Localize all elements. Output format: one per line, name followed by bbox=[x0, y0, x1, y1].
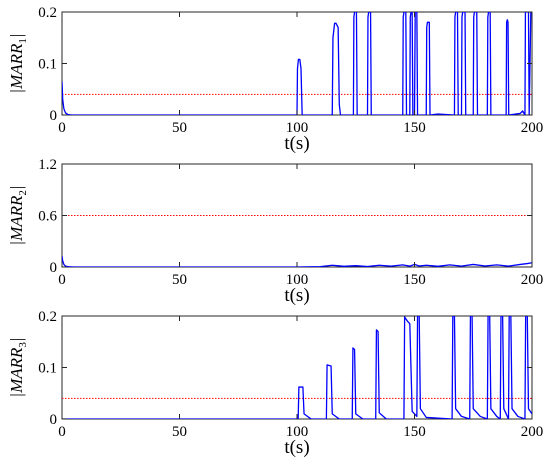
chart-1-xtick-label: 50 bbox=[172, 120, 187, 136]
chart-1-ytick-label: 0 bbox=[50, 108, 58, 124]
chart-3-ytick-label: 0 bbox=[50, 412, 58, 428]
chart-2-ylabel-close: | bbox=[7, 185, 26, 190]
chart-2-ytick-label: 0.6 bbox=[38, 209, 57, 225]
chart-3-xlabel: t(s) bbox=[284, 437, 309, 458]
chart-2-xlabel: t(s) bbox=[284, 285, 309, 306]
chart-2-series-1-line bbox=[62, 255, 532, 267]
chart-1-xlabel: t(s) bbox=[284, 133, 309, 154]
chart-2-xtick-label: 150 bbox=[403, 272, 426, 288]
chart-3-xtick-label: 200 bbox=[521, 424, 544, 440]
chart-2-xtick-label: 100 bbox=[286, 272, 309, 288]
chart-1-series-1-line bbox=[62, 12, 532, 115]
chart-1-xtick-label: 200 bbox=[521, 120, 544, 136]
chart-1: 0 50 100 150 200 0 0.1 0.2 t(s) |MARR1| bbox=[7, 5, 543, 154]
chart-2-xtick-label: 50 bbox=[172, 272, 187, 288]
chart-1-xtick-label: 150 bbox=[403, 120, 426, 136]
chart-3-series-1-line bbox=[62, 316, 532, 419]
chart-1-ylabel-close: | bbox=[7, 33, 26, 38]
chart-3-xtick-label: 0 bbox=[58, 424, 66, 440]
chart-1-xtick-label: 100 bbox=[286, 120, 309, 136]
chart-1-ylabel-main: |MARR bbox=[7, 43, 26, 94]
chart-3-ylabel-close: | bbox=[7, 337, 26, 342]
chart-1-xtick-label: 0 bbox=[58, 120, 66, 136]
chart-3-ylabel: |MARR3| bbox=[7, 337, 29, 397]
chart-2-ylabel-subscript: 2 bbox=[17, 190, 29, 196]
chart-2: 0 50 100 150 200 0 0.6 1.2 t(s) |MARR2| bbox=[7, 157, 543, 306]
chart-3-xtick-label: 150 bbox=[403, 424, 426, 440]
chart-1-ylabel-subscript: 1 bbox=[17, 38, 29, 44]
chart-2-xtick-label: 0 bbox=[58, 272, 66, 288]
chart-3-xtick-label: 100 bbox=[286, 424, 309, 440]
chart-3-xtick-label: 50 bbox=[172, 424, 187, 440]
chart-3-ytick-label: 0.1 bbox=[38, 361, 57, 377]
chart-2-ylabel: |MARR2| bbox=[7, 185, 29, 245]
chart-1-ytick-label: 0.1 bbox=[38, 57, 57, 73]
chart-2-xtick-label: 200 bbox=[521, 272, 544, 288]
chart-1-ytick-label: 0.2 bbox=[38, 5, 57, 21]
chart-3-ytick-label: 0.2 bbox=[38, 309, 57, 325]
chart-2-ytick-label: 0 bbox=[50, 260, 58, 276]
chart-1-ylabel: |MARR1| bbox=[7, 33, 29, 93]
chart-2-ylabel-main: |MARR bbox=[7, 195, 26, 246]
chart-3-plot-area bbox=[61, 315, 533, 420]
chart-3-ylabel-subscript: 3 bbox=[17, 342, 29, 348]
chart-3-ylabel-main: |MARR bbox=[7, 347, 26, 398]
chart-2-ytick-label: 1.2 bbox=[38, 157, 57, 173]
chart-3: 0 50 100 150 200 0 0.1 0.2 t(s) |MARR3| bbox=[7, 309, 543, 458]
